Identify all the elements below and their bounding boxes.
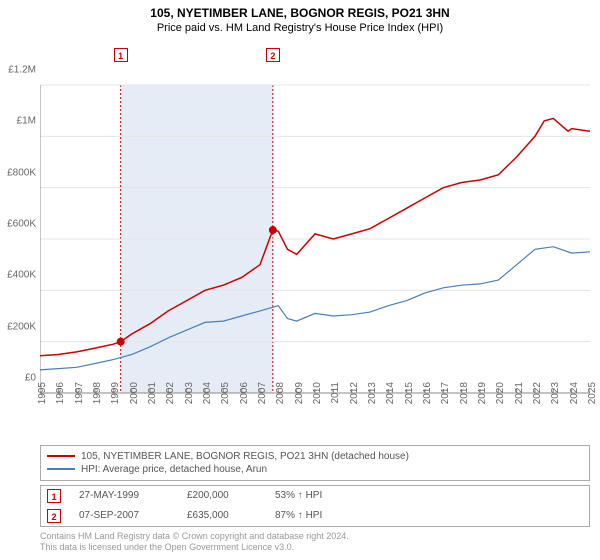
x-tick-label: 2017 (440, 382, 451, 404)
event-row-pct: 53% ↑ HPI (275, 490, 322, 501)
event-row-date: 27-MAY-1999 (79, 490, 169, 501)
x-tick-label: 2016 (422, 382, 433, 404)
y-tick-label: £600K (7, 219, 36, 230)
legend-box: 105, NYETIMBER LANE, BOGNOR REGIS, PO21 … (40, 445, 590, 481)
chart-area: 12£0£200K£400K£600K£800K£1M£1.2M19951996… (40, 38, 590, 408)
event-row-badge: 1 (47, 489, 61, 503)
y-tick-label: £0 (25, 373, 36, 384)
x-tick-label: 2011 (330, 382, 341, 404)
x-tick-label: 2015 (404, 382, 415, 404)
x-tick-label: 2013 (367, 382, 378, 404)
x-tick-label: 2001 (147, 382, 158, 404)
x-tick-label: 2014 (385, 382, 396, 404)
x-tick-label: 2021 (514, 382, 525, 404)
legend-swatch (47, 455, 75, 457)
event-badge-2: 2 (266, 48, 280, 62)
x-tick-label: 2025 (587, 382, 598, 404)
chart-svg (40, 38, 590, 408)
y-tick-label: £800K (7, 167, 36, 178)
chart-container: 105, NYETIMBER LANE, BOGNOR REGIS, PO21 … (0, 0, 600, 560)
x-tick-label: 2000 (129, 382, 140, 404)
x-tick-label: 2005 (220, 382, 231, 404)
event-row-pct: 87% ↑ HPI (275, 510, 322, 521)
event-row: 1 27-MAY-1999 £200,000 53% ↑ HPI (41, 486, 589, 506)
x-tick-label: 1997 (74, 382, 85, 404)
x-tick-label: 2018 (459, 382, 470, 404)
y-tick-label: £1M (17, 116, 36, 127)
x-tick-label: 2012 (349, 382, 360, 404)
legend-row: HPI: Average price, detached house, Arun (47, 463, 583, 476)
chart-title: 105, NYETIMBER LANE, BOGNOR REGIS, PO21 … (0, 0, 600, 20)
x-tick-label: 2008 (275, 382, 286, 404)
x-tick-label: 1996 (55, 382, 66, 404)
x-tick-label: 2024 (569, 382, 580, 404)
x-tick-label: 1998 (92, 382, 103, 404)
event-row-price: £200,000 (187, 490, 257, 501)
y-tick-label: £1.2M (8, 65, 36, 76)
x-tick-label: 1999 (110, 382, 121, 404)
x-tick-label: 2006 (239, 382, 250, 404)
x-tick-label: 2022 (532, 382, 543, 404)
x-tick-label: 2020 (495, 382, 506, 404)
legend-label: 105, NYETIMBER LANE, BOGNOR REGIS, PO21 … (81, 451, 409, 462)
legend-row: 105, NYETIMBER LANE, BOGNOR REGIS, PO21 … (47, 450, 583, 463)
attribution-line-1: Contains HM Land Registry data © Crown c… (40, 531, 590, 543)
event-row-date: 07-SEP-2007 (79, 510, 169, 521)
legend-label: HPI: Average price, detached house, Arun (81, 464, 267, 475)
x-tick-label: 1995 (37, 382, 48, 404)
attribution-text: Contains HM Land Registry data © Crown c… (40, 531, 590, 554)
chart-subtitle: Price paid vs. HM Land Registry's House … (0, 20, 600, 38)
y-tick-label: £200K (7, 321, 36, 332)
event-row-badge: 2 (47, 509, 61, 523)
x-tick-label: 2023 (550, 382, 561, 404)
x-tick-label: 2010 (312, 382, 323, 404)
x-tick-label: 2009 (294, 382, 305, 404)
x-tick-label: 2003 (184, 382, 195, 404)
x-tick-label: 2002 (165, 382, 176, 404)
x-tick-label: 2007 (257, 382, 268, 404)
event-badge-1: 1 (114, 48, 128, 62)
x-tick-label: 2004 (202, 382, 213, 404)
legend-swatch (47, 468, 75, 470)
y-tick-label: £400K (7, 270, 36, 281)
attribution-line-2: This data is licensed under the Open Gov… (40, 542, 590, 554)
events-table: 1 27-MAY-1999 £200,000 53% ↑ HPI 2 07-SEP-200… (40, 485, 590, 527)
x-tick-label: 2019 (477, 382, 488, 404)
event-row: 2 07-SEP-2007 £635,000 87% ↑ HPI (41, 506, 589, 526)
footer-block: 105, NYETIMBER LANE, BOGNOR REGIS, PO21 … (40, 445, 590, 554)
event-row-price: £635,000 (187, 510, 257, 521)
